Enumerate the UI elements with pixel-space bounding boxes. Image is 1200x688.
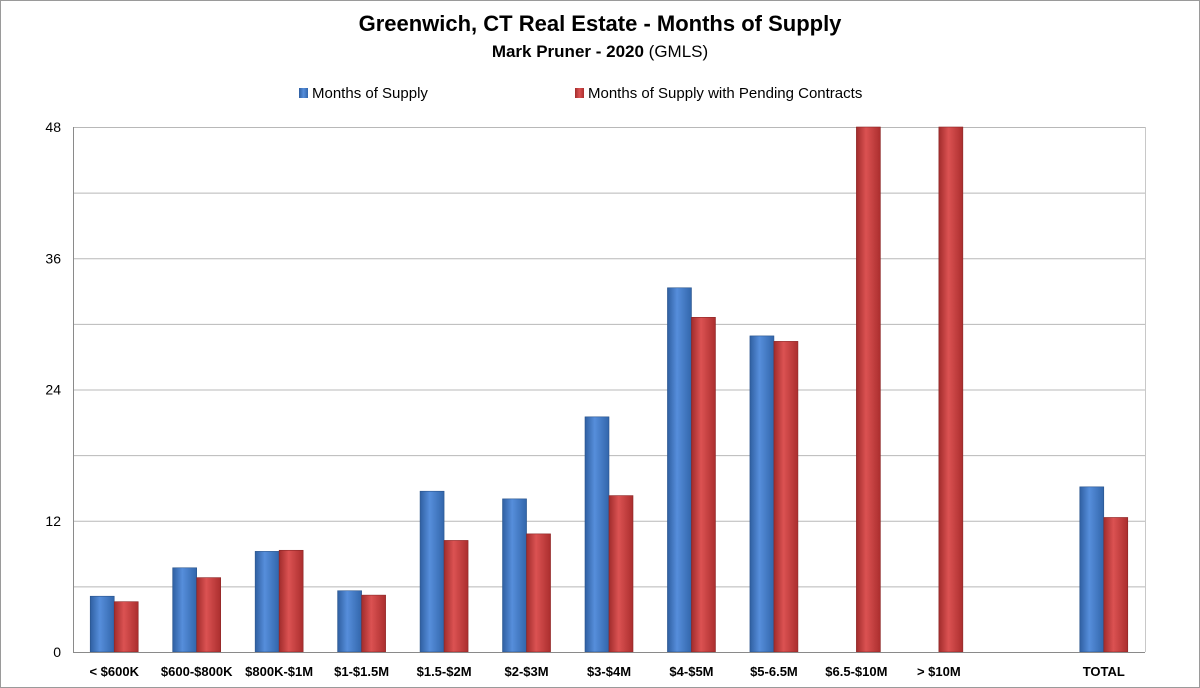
y-tick-label: 12 <box>45 513 61 529</box>
chart-subtitle: Mark Pruner - 2020 (GMLS) <box>1 42 1199 62</box>
bar-months-of-supply <box>89 595 115 653</box>
x-tick-label: $3-$4M <box>587 664 631 679</box>
x-tick-label: $1-$1.5M <box>334 664 389 679</box>
legend-item-months-of-supply: Months of Supply <box>299 85 428 102</box>
bar-pending-contracts <box>773 341 799 653</box>
bar-pending-contracts <box>443 540 469 653</box>
legend-swatch-red <box>575 88 584 98</box>
x-tick-label: $600-$800K <box>161 664 233 679</box>
bar-pending-contracts <box>691 317 716 653</box>
legend-item-months-of-supply-pending: Months of Supply with Pending Contracts <box>575 85 862 102</box>
x-tick-label: $800K-$1M <box>245 664 313 679</box>
bar-months-of-supply <box>337 590 362 653</box>
bar-months-of-supply <box>172 567 197 653</box>
bar-pending-contracts <box>196 577 221 653</box>
subtitle-author-year: Mark Pruner - 2020 <box>491 42 644 61</box>
bar-pending-contracts <box>856 126 881 653</box>
bar-months-of-supply <box>419 490 445 653</box>
bar-months-of-supply <box>502 498 527 653</box>
axes <box>73 127 1146 653</box>
tick-labels: 0 12 24 36 48 < $600K $600-$800K $800K-$1M $1-$1… <box>45 119 1124 679</box>
bar-pending-contracts <box>608 495 634 653</box>
y-tick-label: 48 <box>45 119 61 135</box>
bar-pending-contracts <box>113 601 139 653</box>
x-tick-label: < $600K <box>89 664 139 679</box>
subtitle-source: (GMLS) <box>643 42 709 61</box>
x-tick-label: TOTAL <box>1083 664 1125 679</box>
x-tick-label: > $10M <box>917 664 961 679</box>
bar-pending-contracts <box>938 126 964 653</box>
chart-title: Greenwich, CT Real Estate - Months of Su… <box>358 11 842 36</box>
y-tick-label: 36 <box>45 250 61 266</box>
bar-pending-contracts <box>1103 517 1129 653</box>
bar-months-of-supply <box>254 551 280 653</box>
y-tick-label: 0 <box>53 644 61 660</box>
bar-months-of-supply <box>584 416 610 653</box>
bar-months-of-supply <box>749 335 775 653</box>
bar-pending-contracts <box>278 549 304 653</box>
x-tick-label: $2-$3M <box>504 664 548 679</box>
bar-pending-contracts <box>361 594 386 653</box>
bar-months-of-supply <box>1079 486 1105 653</box>
x-tick-label: $6.5-$10M <box>825 664 887 679</box>
legend-swatch-blue <box>299 88 308 98</box>
legend: Months of Supply Months of Supply with P… <box>1 85 1199 105</box>
bars <box>89 126 1129 653</box>
gridlines <box>73 127 1145 653</box>
legend-label: Months of Supply <box>312 85 428 102</box>
x-tick-label: $5-6.5M <box>750 664 798 679</box>
bar-months-of-supply <box>667 287 692 653</box>
bar-pending-contracts <box>526 533 551 653</box>
x-tick-label: $4-$5M <box>669 664 713 679</box>
y-tick-label: 24 <box>45 382 61 398</box>
x-tick-label: $1.5-$2M <box>417 664 472 679</box>
legend-label: Months of Supply with Pending Contracts <box>588 85 863 102</box>
